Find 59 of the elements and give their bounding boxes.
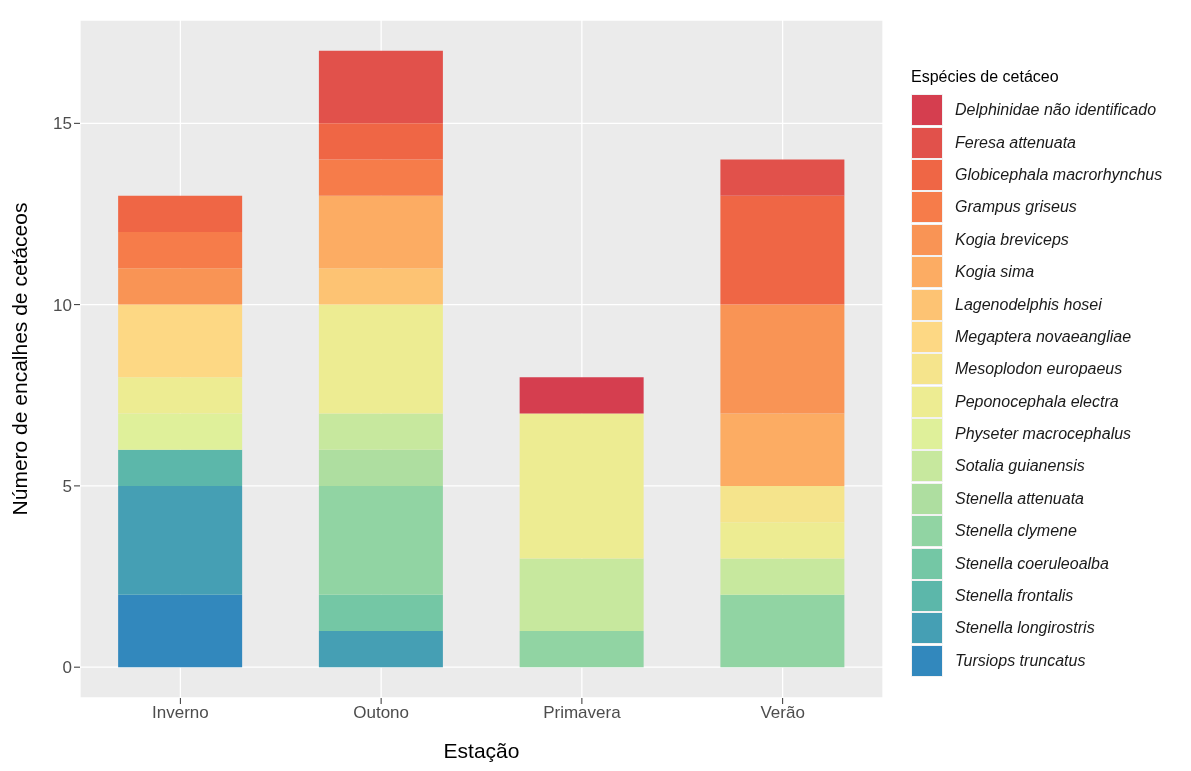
y-tick-label: 0 — [62, 658, 72, 678]
bar — [318, 594, 443, 631]
bar — [118, 232, 243, 269]
bar — [118, 485, 243, 595]
legend-label: Mesoplodon europaeus — [955, 360, 1123, 379]
legend-label: Stenella longirostris — [955, 619, 1095, 638]
bar — [318, 123, 443, 160]
bar — [118, 449, 243, 486]
bar — [118, 304, 243, 378]
x-axis-title: Estação — [443, 739, 520, 762]
legend-label: Grampus griseus — [955, 198, 1077, 217]
bar — [519, 630, 644, 668]
legend-label: Stenella frontalis — [955, 587, 1074, 606]
legend-label: Stenella attenuata — [955, 489, 1084, 508]
legend-label: Kogia breviceps — [955, 230, 1069, 249]
bar — [318, 195, 443, 269]
legend-title: Espécies de cetáceo — [911, 68, 1060, 86]
bar — [720, 304, 845, 414]
bar — [118, 195, 243, 233]
bar — [720, 558, 845, 595]
bar — [318, 413, 443, 450]
legend-label: Delphinidae não identificado — [955, 101, 1157, 120]
legend-label: Lagenodelphis hosei — [955, 295, 1102, 314]
legend-label: Sotalia guianensis — [955, 457, 1085, 476]
legend-label: Globicephala macrorhynchus — [955, 165, 1163, 184]
bar — [720, 159, 845, 196]
bar — [519, 377, 644, 414]
bar — [519, 558, 644, 631]
x-tick-label: Outono — [353, 703, 410, 723]
x-tick-label: Inverno — [152, 703, 209, 723]
bar — [318, 630, 443, 668]
x-tick-label: Verão — [760, 703, 805, 723]
bar — [318, 159, 443, 196]
y-axis-title: Número de encalhes de cetáceos — [8, 202, 32, 516]
legend-label: Physeter macrocephalus — [955, 425, 1132, 444]
bar — [318, 50, 443, 124]
y-tick-label: 5 — [62, 476, 72, 496]
x-tick-label: Primavera — [543, 703, 622, 723]
bar — [318, 304, 443, 414]
bar — [318, 485, 443, 595]
bar — [318, 268, 443, 305]
bar — [118, 377, 243, 414]
bar — [118, 413, 243, 450]
legend-label: Stenella clymene — [955, 522, 1077, 541]
bar — [720, 594, 845, 668]
bar — [720, 195, 845, 305]
legend-label: Stenella coeruleoalba — [955, 554, 1109, 573]
bar — [318, 449, 443, 486]
bar — [118, 268, 243, 305]
legend-label: Kogia sima — [955, 263, 1035, 282]
bar — [720, 413, 845, 486]
legend-label: Peponocephala electra — [955, 392, 1119, 411]
legend-label: Megaptera novaeangliae — [955, 327, 1132, 346]
y-tick-label: 10 — [53, 295, 72, 315]
legend-label: Tursiops truncatus — [955, 651, 1086, 670]
legend-label: Feresa attenuata — [955, 133, 1076, 152]
bar — [118, 594, 243, 668]
bar — [519, 413, 644, 559]
y-tick-label: 15 — [53, 114, 72, 134]
